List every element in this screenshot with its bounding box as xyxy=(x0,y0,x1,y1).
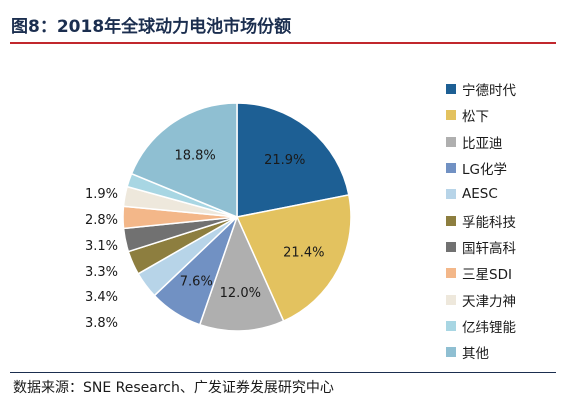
legend-swatch xyxy=(446,110,456,121)
legend-swatch xyxy=(446,268,456,279)
slice-label-2: 21.4% xyxy=(283,246,324,261)
legend-label: 天津力神 xyxy=(462,293,516,310)
legend-label: 亿纬锂能 xyxy=(462,319,516,336)
legend-item-5: AESC xyxy=(446,181,516,207)
legend-label: 比亚迪 xyxy=(462,135,503,152)
legend-label: 国轩高科 xyxy=(462,240,516,257)
legend-label: 其他 xyxy=(462,346,489,363)
chart-title: 图8：2018年全球动力电池市场份额 xyxy=(11,17,292,37)
slice-label-3: 12.0% xyxy=(220,286,261,301)
legend-label: LG化学 xyxy=(462,162,507,179)
legend-item-10: 亿纬锂能 xyxy=(446,313,516,339)
slice-label-4: 7.6% xyxy=(180,274,213,289)
pie-slice-3 xyxy=(198,214,285,332)
legend-item-1: 宁德时代 xyxy=(446,76,516,102)
legend-item-7: 国轩高科 xyxy=(446,234,516,260)
slice-label-5: 3.8% xyxy=(85,316,118,331)
footer-divider xyxy=(10,372,556,373)
legend-label: 宁德时代 xyxy=(462,83,516,100)
slice-label-8: 3.1% xyxy=(85,239,118,254)
slice-label-7: 3.3% xyxy=(85,265,118,280)
legend-swatch xyxy=(446,136,456,147)
legend-label: 松下 xyxy=(462,109,489,126)
legend-swatch xyxy=(446,294,456,305)
slice-label-9: 2.8% xyxy=(85,213,118,228)
slice-label-6: 3.4% xyxy=(85,290,118,305)
slice-label-1: 21.9% xyxy=(264,153,305,168)
legend-label: AESC xyxy=(462,186,498,203)
legend-label: 孚能科技 xyxy=(462,214,516,231)
legend-swatch xyxy=(446,241,456,252)
chart-legend: 宁德时代松下比亚迪 LG化学 AESC 孚能科技国轩高科三星SDI 天津力神亿纬锂能其他 xyxy=(446,76,516,365)
legend-item-11: 其他 xyxy=(446,339,516,365)
legend-swatch xyxy=(446,215,456,226)
legend-swatch xyxy=(446,347,456,358)
legend-item-3: 比亚迪 xyxy=(446,129,516,155)
legend-item-9: 天津力神 xyxy=(446,286,516,312)
legend-swatch xyxy=(446,84,456,95)
legend-swatch xyxy=(446,189,456,200)
legend-swatch xyxy=(446,163,456,174)
slice-label-11: 18.8% xyxy=(174,149,215,164)
legend-item-6: 孚能科技 xyxy=(446,207,516,233)
pie-slice-1 xyxy=(236,102,350,218)
pie-slice-11 xyxy=(130,102,238,219)
legend-swatch xyxy=(446,320,456,331)
slice-label-10: 1.9% xyxy=(85,187,118,202)
legend-item-8: 三星SDI xyxy=(446,260,516,286)
legend-item-4: LG化学 xyxy=(446,155,516,181)
legend-item-2: 松下 xyxy=(446,102,516,128)
pie-slice-2 xyxy=(235,194,352,323)
title-divider xyxy=(10,42,556,44)
source-note: 数据来源：SNE Research、广发证券发展研究中心 xyxy=(13,380,334,396)
legend-label: 三星SDI xyxy=(462,267,512,284)
